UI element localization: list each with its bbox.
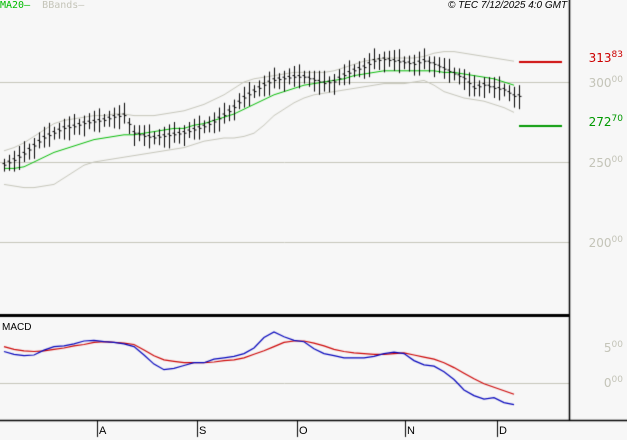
month-label: A bbox=[99, 425, 107, 437]
month-label: O bbox=[299, 425, 308, 437]
price-label: 27270 bbox=[588, 114, 623, 129]
macd-label: 500 bbox=[603, 340, 623, 355]
price-label: 20000 bbox=[588, 235, 623, 250]
price-label: 30000 bbox=[588, 75, 623, 90]
macd-label: 000 bbox=[603, 375, 623, 390]
legend-bbands: BBands— bbox=[42, 0, 85, 11]
price-label: 25000 bbox=[588, 155, 623, 170]
month-label: S bbox=[199, 425, 207, 437]
month-label: N bbox=[407, 425, 415, 437]
month-label: D bbox=[499, 425, 507, 437]
macd-title: MACD bbox=[2, 322, 32, 333]
legend-ma20: MA20— bbox=[0, 0, 31, 11]
price-label: 31383 bbox=[588, 50, 623, 65]
copyright-timestamp: © TEC 7/12/2025 4:0 GMT bbox=[448, 0, 568, 11]
chart-legend: MA20— BBands— bbox=[0, 0, 84, 11]
